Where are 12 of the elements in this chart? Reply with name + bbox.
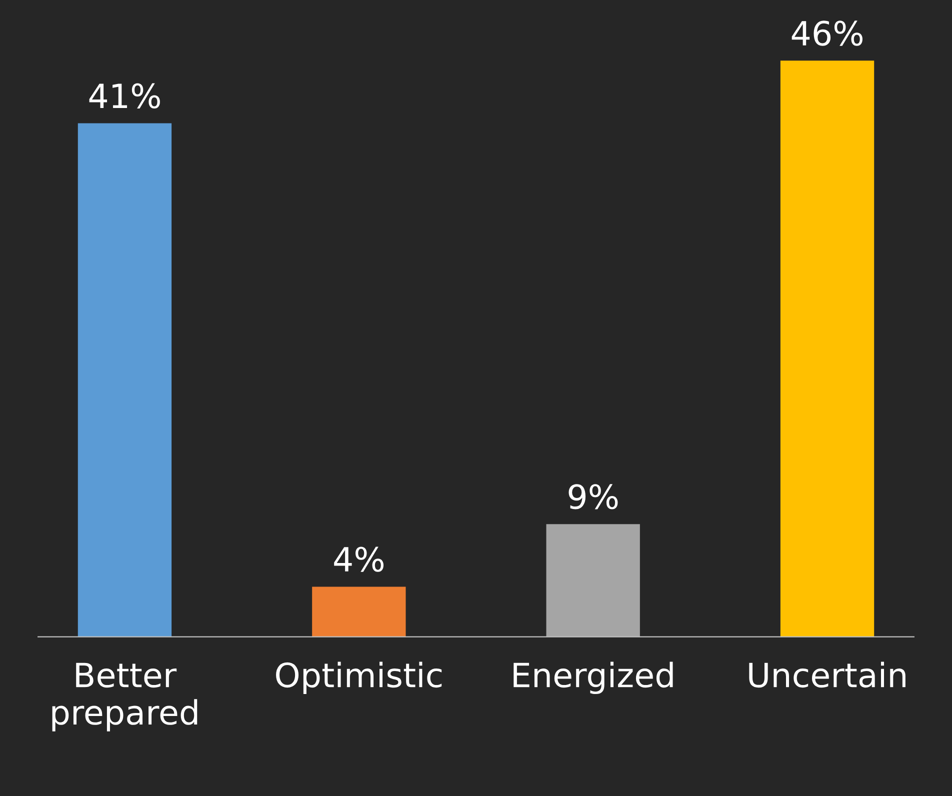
x-tick-label: Optimistic (276, 662, 442, 694)
data-label: 9% (568, 484, 618, 510)
bar (546, 524, 640, 637)
x-tick-label: Uncertain (749, 662, 906, 688)
data-label: 41% (89, 83, 160, 108)
bar (780, 60, 874, 637)
bar (312, 586, 406, 637)
x-tick-label: Energized (514, 662, 673, 694)
bar (78, 123, 172, 637)
x-tick-label: Better prepared (52, 662, 198, 732)
data-label: 4% (334, 546, 384, 572)
data-label: 46% (792, 20, 862, 46)
